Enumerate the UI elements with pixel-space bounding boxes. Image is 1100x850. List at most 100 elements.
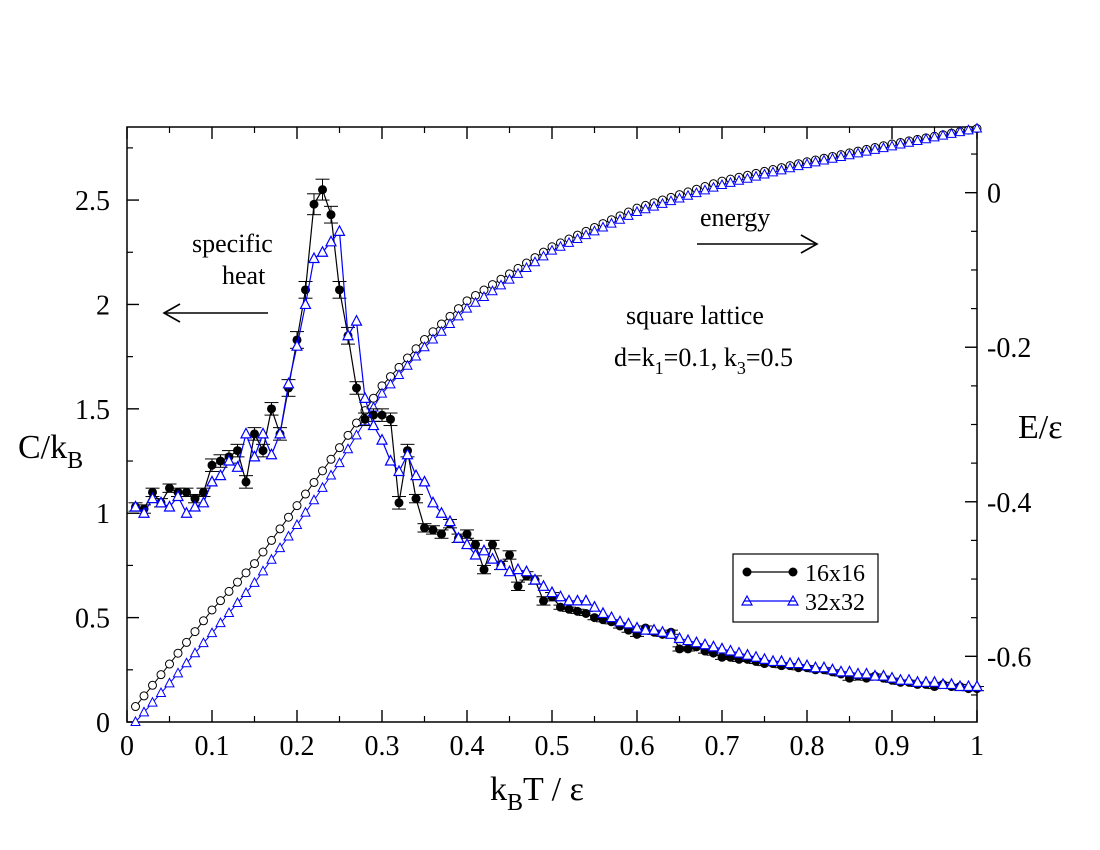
energy-16x16-point <box>369 393 378 403</box>
specific-heat-16x16-point <box>182 487 191 497</box>
specific-heat-32x32-point <box>605 610 618 623</box>
specific-heat-32x32-point <box>478 544 490 556</box>
specific-heat-32x32-point <box>155 496 167 508</box>
y-left-tick-label: 0 <box>96 708 110 739</box>
specific-heat-16x16-point <box>326 210 336 220</box>
energy-16x16-point <box>165 659 174 669</box>
specific-heat-32x32-point <box>639 623 652 635</box>
y-axis-label-left: C/kB <box>18 429 83 474</box>
specific-heat-32x32-point <box>231 460 244 472</box>
energy-16x16-point <box>131 702 140 712</box>
energy-32x32-point <box>912 134 923 145</box>
specific-heat-32x32-point <box>860 667 873 679</box>
energy-32x32-point <box>648 200 660 211</box>
energy-16x16-point <box>199 616 208 626</box>
specific-heat-16x16-point <box>207 460 217 470</box>
energy-32x32-point <box>385 378 396 389</box>
energy-32x32-point <box>249 576 260 587</box>
specific-heat-16x16-point <box>556 602 565 612</box>
specific-heat-16x16-point <box>675 644 684 654</box>
energy-32x32-point <box>274 542 286 553</box>
specific-heat-16x16-point <box>267 404 276 414</box>
specific-heat-32x32-point <box>716 642 728 654</box>
x-tick-label: 0.6 <box>620 731 655 762</box>
specific-heat-32x32-point <box>308 251 320 264</box>
energy-32x32-point <box>903 136 915 147</box>
energy-32x32-point <box>402 359 413 370</box>
energy-32x32-point <box>827 152 838 163</box>
energy-32x32-point <box>317 481 328 492</box>
y-right-tick-label: 0 <box>987 179 1001 210</box>
x-tick-label: 1 <box>970 731 984 762</box>
specific-heat-16x16-point <box>309 199 319 209</box>
x-tick-label: 0.4 <box>450 731 485 762</box>
specific-heat-32x32-point <box>291 339 303 351</box>
energy-32x32-point <box>844 149 855 160</box>
energy-32x32-point <box>419 341 430 352</box>
specific-heat-32x32-point <box>826 663 839 675</box>
energy-32x32-point <box>376 387 388 398</box>
specific-heat-32x32-point <box>486 552 499 564</box>
specific-heat-32x32-point <box>146 491 159 504</box>
energy-16x16-point <box>352 418 361 428</box>
specific-heat-32x32-point <box>886 671 898 683</box>
specific-heat-32x32-point <box>376 433 388 445</box>
energy-32x32-point <box>410 350 422 361</box>
specific-heat-16x16-point <box>377 410 387 420</box>
energy-16x16-point <box>292 501 302 511</box>
specific-heat-32x32-point <box>580 594 592 606</box>
right-arrow-icon <box>697 234 819 254</box>
specific-heat-32x32-point <box>197 496 210 508</box>
lattice-annotation: square lattice <box>626 301 764 330</box>
energy-32x32-point <box>725 176 736 187</box>
energy-32x32-point <box>257 565 269 576</box>
specific-heat-32x32-point <box>784 656 796 669</box>
energy-16x16-point <box>241 568 251 578</box>
specific-heat-32x32-point <box>724 644 737 656</box>
specific-heat-16x16-point <box>428 525 438 535</box>
specific-heat-32x32-point <box>214 468 227 481</box>
specific-heat-16x16-point <box>394 498 404 508</box>
energy-16x16-point <box>258 547 268 557</box>
x-tick-label: 0.8 <box>790 731 825 762</box>
energy-32x32-point <box>776 164 787 175</box>
specific-heat-32x32-point <box>172 489 184 502</box>
specific-heat-16x16-point <box>386 414 395 424</box>
specific-heat-annotation-line1: specific <box>192 229 273 258</box>
specific-heat-32x32-point <box>894 673 907 685</box>
specific-heat-32x32-point <box>741 648 754 660</box>
energy-32x32-point <box>164 677 175 688</box>
specific-heat-32x32-point <box>520 564 533 577</box>
energy-32x32-point <box>699 184 711 195</box>
x-tick-label: 0.5 <box>535 731 570 762</box>
energy-32x32-point <box>759 168 770 179</box>
energy-16x16-point <box>284 512 293 522</box>
energy-16x16-point <box>309 477 319 487</box>
energy-32x32-point <box>733 174 745 185</box>
energy-32x32-point <box>512 267 524 278</box>
specific-heat-32x32-point <box>546 585 558 598</box>
specific-heat-32x32-point <box>954 679 966 692</box>
energy-32x32-point <box>682 189 694 200</box>
specific-heat-32x32-point <box>444 514 456 527</box>
energy-32x32-point <box>716 178 728 189</box>
energy-32x32-point <box>172 667 184 678</box>
energy-16x16-point <box>326 454 336 464</box>
legend-label-16x16: 16x16 <box>805 561 865 587</box>
specific-heat-32x32-point <box>877 669 890 681</box>
specific-heat-32x32-point <box>223 454 235 466</box>
energy-32x32-point <box>300 506 311 517</box>
energy-32x32-point <box>801 158 813 169</box>
specific-heat-16x16-point <box>411 494 421 504</box>
energy-32x32-point <box>215 617 226 628</box>
specific-heat-16x16-point <box>581 608 591 618</box>
energy-32x32-point <box>283 530 294 541</box>
specific-heat-16x16-point <box>683 644 693 654</box>
specific-heat-32x32-point <box>937 677 949 690</box>
specific-heat-16x16-point <box>420 523 429 533</box>
specific-heat-32x32-point <box>537 579 550 591</box>
energy-32x32-point <box>657 197 668 208</box>
energy-32x32-point <box>181 657 192 668</box>
specific-heat-16x16-point <box>471 540 480 550</box>
x-tick-label: 0.7 <box>705 731 740 762</box>
